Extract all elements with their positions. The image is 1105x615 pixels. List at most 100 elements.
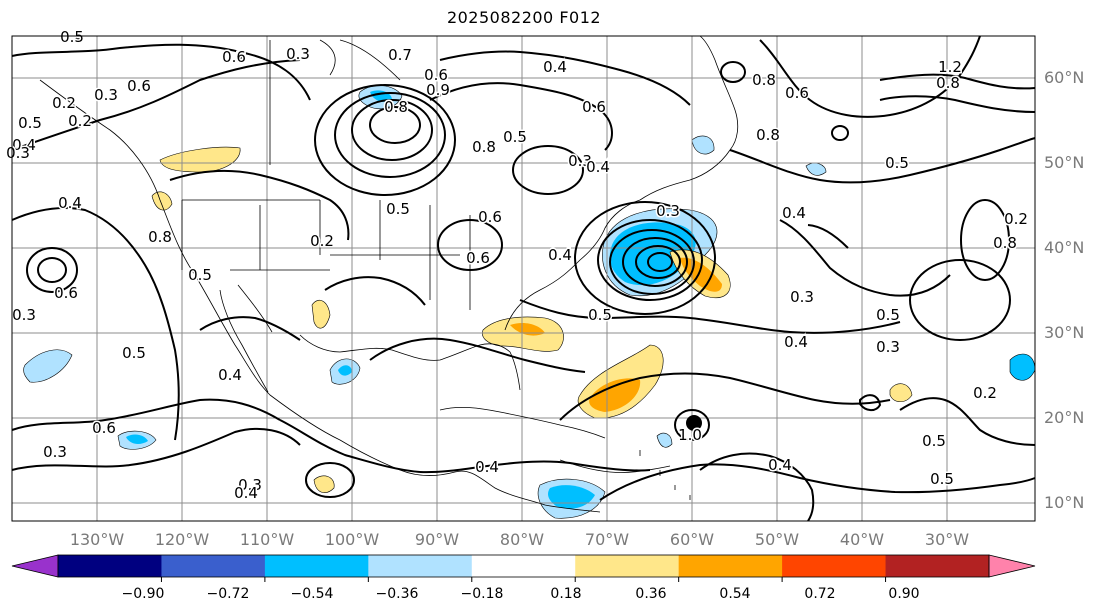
lon-label: 120°W <box>154 530 210 549</box>
lat-label: 60°N <box>1044 68 1085 87</box>
lon-label: 60°W <box>669 530 715 549</box>
shade-positive-texas <box>311 299 331 329</box>
contour-label: 0.2 <box>973 384 997 402</box>
contour-label: 0.5 <box>18 114 42 132</box>
map-frame <box>11 35 1036 522</box>
contour-label: 0.8 <box>756 126 780 144</box>
colorbar-tick-label: −0.72 <box>206 586 250 602</box>
shade-positive-mid-atlantic <box>889 383 913 403</box>
lat-label: 10°N <box>1044 493 1085 512</box>
contour-label: 0.6 <box>582 98 606 116</box>
colorbar-tick-label: −0.18 <box>460 586 504 602</box>
shade-negative-gulf-maine <box>691 135 715 155</box>
shade-negative-mexico-core <box>338 365 352 376</box>
contour-label: 0.4 <box>782 204 806 222</box>
colorbar <box>11 554 1036 582</box>
contour-label: 0.3 <box>43 443 67 461</box>
contour-label: 0.3 <box>876 338 900 356</box>
contour-label: 0.6 <box>785 84 809 102</box>
lon-label: 100°W <box>324 530 380 549</box>
contour-label: 1.0 <box>678 426 702 444</box>
contour-label: 0.4 <box>234 484 258 502</box>
contour-label: 0.6 <box>92 419 116 437</box>
contour-label: 0.5 <box>922 432 946 450</box>
contour-label: 0.3 <box>790 288 814 306</box>
contour-label: 0.5 <box>60 28 84 46</box>
contour-label: 0.4 <box>548 246 572 264</box>
contour-label: 0.3 <box>286 45 310 63</box>
contour-label: 0.5 <box>503 128 527 146</box>
contour-label: 0.4 <box>784 333 808 351</box>
contour-label: 0.2 <box>222 48 246 66</box>
contour-label: 0.2 <box>52 94 76 112</box>
shade-positive-pacific-nw <box>159 146 241 173</box>
contour-label: 0.8 <box>384 98 408 116</box>
lon-label: 130°W <box>69 530 125 549</box>
colorbar-extend-min <box>11 554 59 578</box>
lat-label: 40°N <box>1044 238 1085 257</box>
lon-label: 80°W <box>499 530 545 549</box>
contour-label: 0.5 <box>386 200 410 218</box>
colorbar-border <box>57 554 990 578</box>
contour-label: 1.2 <box>938 58 962 76</box>
contour-label: 0.4 <box>768 456 792 474</box>
contour-label: 0.4 <box>60 28 84 46</box>
contour-label: 0.3 <box>656 202 680 220</box>
contour-label: 0.5 <box>188 266 212 284</box>
contour-label: 0.5 <box>122 344 146 362</box>
colorbar-tick-label: −0.36 <box>375 586 419 602</box>
lon-label: 110°W <box>239 530 295 549</box>
colorbar-tick-label: 0.90 <box>888 586 920 602</box>
colorbar-tick-label: 0.54 <box>719 586 751 602</box>
contour-label: 0.4 <box>218 366 242 384</box>
contour-label: 0.7 <box>388 46 412 64</box>
lat-label: 50°N <box>1044 153 1085 172</box>
colorbar-bin <box>782 555 887 577</box>
contour-label: 0.6 <box>478 208 502 226</box>
shade-negative-lesser-antilles <box>656 432 673 448</box>
contour-label: 0.5 <box>930 470 954 488</box>
colorbar-extend-max <box>988 554 1036 578</box>
contour-label: 0.6 <box>222 48 246 66</box>
contour-label: 0.8 <box>936 74 960 92</box>
contour-label: 0.8 <box>148 228 172 246</box>
shade-negative-pacific-west <box>23 349 73 383</box>
lat-label: 30°N <box>1044 323 1085 342</box>
contour-label: 0.4 <box>543 58 567 76</box>
contour-label: 0.6 <box>127 77 151 95</box>
shade-positive-caribbean-core <box>589 378 641 412</box>
contour-label: 0.5 <box>588 306 612 324</box>
colorbar-bin <box>368 555 473 577</box>
colorbar-tick-label: 0.72 <box>804 586 836 602</box>
contour-label: 0.3 <box>568 152 592 170</box>
contour-label: 0.5 <box>876 306 900 324</box>
contour-label: 0.4 <box>58 194 82 212</box>
shade-positive-atlantic-east-core <box>680 257 722 292</box>
contour-label: 0.6 <box>424 66 448 84</box>
storm-center-marker <box>686 415 702 431</box>
contour-label: 0.6 <box>54 284 78 302</box>
colorbar-bin <box>885 555 990 577</box>
contour-label: 0.4 <box>475 458 499 476</box>
colorbar-bin <box>471 555 576 577</box>
shade-positive-pacific-small <box>313 475 335 493</box>
shaded-field <box>23 85 1036 519</box>
contour-label: 0.2 <box>310 232 334 250</box>
lat-label: 20°N <box>1044 408 1085 427</box>
colorbar-tick-label: −0.54 <box>290 586 334 602</box>
colorbar-bin <box>678 555 783 577</box>
lon-label: 70°W <box>584 530 630 549</box>
contour-label: 0.3 <box>94 86 118 104</box>
colorbar-tick-label: −0.90 <box>121 586 165 602</box>
contour-label: 0.8 <box>752 71 776 89</box>
contour-lines <box>11 35 1036 522</box>
map-title: 2025082200 F012 <box>446 8 602 27</box>
contour-label: 0.4 <box>12 136 36 154</box>
lon-label: 90°W <box>414 530 460 549</box>
colorbar-bin <box>58 555 162 577</box>
contour-label: 0.3 <box>6 144 30 162</box>
contour-label: 0.4 <box>586 158 610 176</box>
colorbar-bin <box>264 555 369 577</box>
contour-label: 0.2 <box>68 112 92 130</box>
